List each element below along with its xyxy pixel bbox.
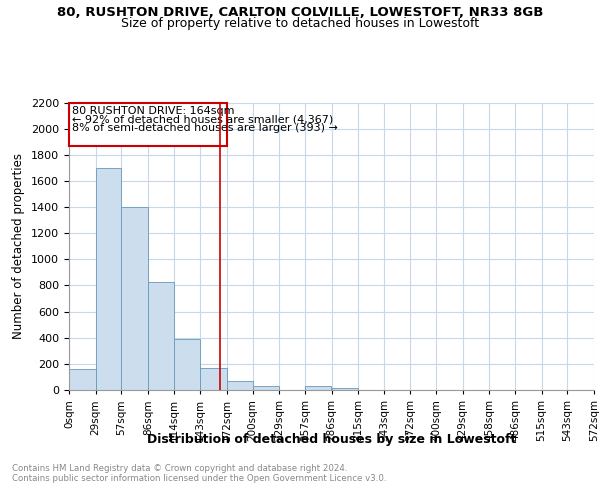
Text: Contains public sector information licensed under the Open Government Licence v3: Contains public sector information licen…	[12, 474, 386, 483]
Bar	[331, 388, 358, 390]
Bar	[253, 386, 279, 390]
Bar	[200, 368, 227, 390]
Bar	[69, 369, 95, 390]
Bar	[148, 282, 173, 390]
Text: Size of property relative to detached houses in Lowestoft: Size of property relative to detached ho…	[121, 18, 479, 30]
Bar	[173, 339, 200, 390]
Text: 8% of semi-detached houses are larger (393) →: 8% of semi-detached houses are larger (3…	[72, 124, 338, 134]
FancyBboxPatch shape	[69, 102, 227, 146]
Bar	[227, 381, 253, 390]
Bar	[95, 168, 121, 390]
Text: Contains HM Land Registry data © Crown copyright and database right 2024.: Contains HM Land Registry data © Crown c…	[12, 464, 347, 473]
Text: Distribution of detached houses by size in Lowestoft: Distribution of detached houses by size …	[147, 432, 517, 446]
Text: 80, RUSHTON DRIVE, CARLTON COLVILLE, LOWESTOFT, NR33 8GB: 80, RUSHTON DRIVE, CARLTON COLVILLE, LOW…	[57, 6, 543, 19]
Bar	[305, 386, 331, 390]
Y-axis label: Number of detached properties: Number of detached properties	[13, 153, 25, 340]
Bar	[121, 207, 148, 390]
Text: 80 RUSHTON DRIVE: 164sqm: 80 RUSHTON DRIVE: 164sqm	[72, 106, 234, 117]
Text: ← 92% of detached houses are smaller (4,367): ← 92% of detached houses are smaller (4,…	[72, 115, 333, 125]
